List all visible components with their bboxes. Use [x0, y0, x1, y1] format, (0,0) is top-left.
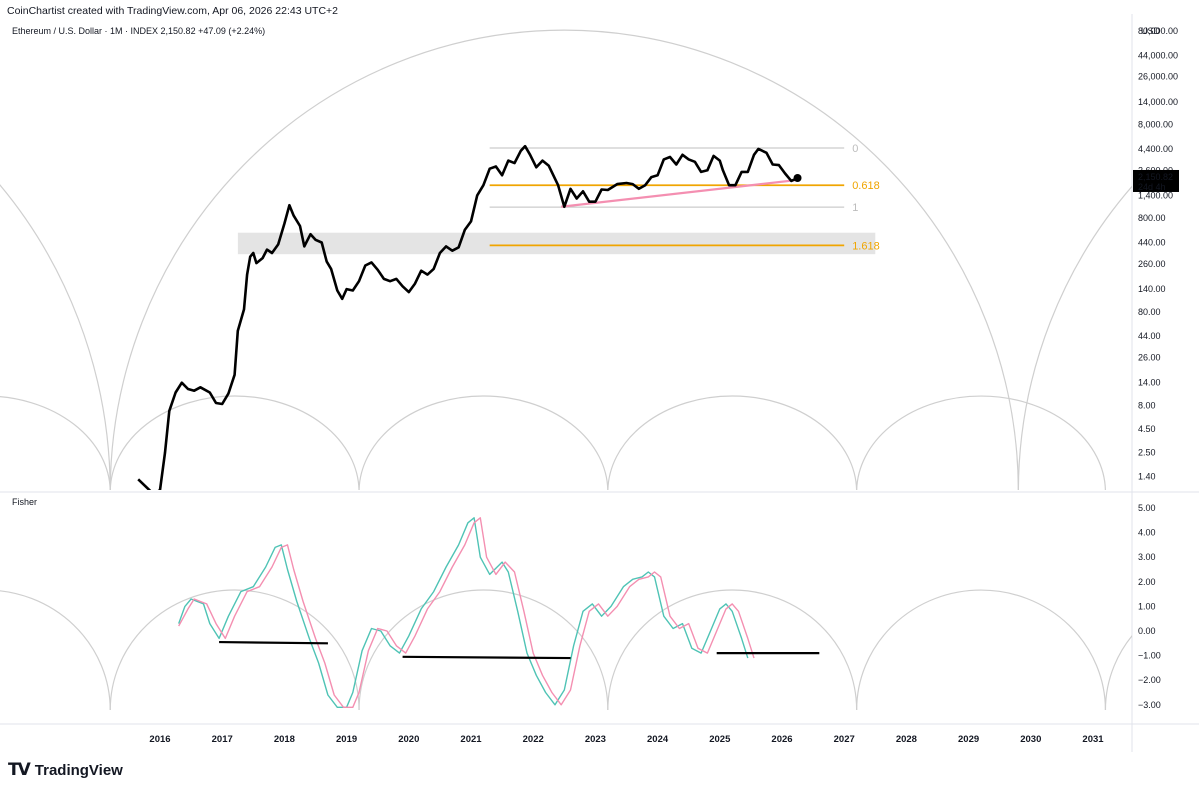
last-price-value: 2,150.82 — [1138, 172, 1173, 182]
price-axis-tick: 26.00 — [1138, 353, 1161, 363]
rising-trendline — [561, 178, 798, 208]
cycle-arc-large — [0, 184, 111, 490]
fisher-indicator-title[interactable]: Fisher — [12, 497, 38, 507]
time-axis-year: 2018 — [274, 734, 295, 745]
last-price-tag — [1133, 169, 1179, 192]
time-axis-year: 2031 — [1082, 734, 1104, 745]
fib-level-label: 0.618 — [852, 180, 880, 192]
fisher-axis-tick: 2.00 — [1138, 577, 1156, 587]
time-axis-year: 2029 — [958, 734, 979, 745]
fib-level-label: 1 — [852, 202, 858, 214]
time-axis-year: 2025 — [709, 734, 731, 745]
price-axis-tick: 4.50 — [1138, 424, 1156, 434]
time-axis-year: 2024 — [647, 734, 669, 745]
cycle-arc-small — [856, 395, 1106, 490]
price-axis-tick: 440.00 — [1138, 238, 1166, 248]
last-price-dot — [793, 174, 802, 183]
price-axis-tick: 80,000.00 — [1138, 26, 1178, 36]
price-axis-tick: 44,000.00 — [1138, 50, 1178, 60]
cycle-arc-large — [109, 29, 1019, 490]
time-axis-year: 2023 — [585, 734, 606, 745]
price-axis-tick: 14.00 — [1138, 378, 1161, 388]
time-axis-year: 2027 — [834, 734, 855, 745]
time-axis-year: 2021 — [460, 734, 482, 745]
price-line-ethusd — [137, 144, 799, 490]
symbol-legend[interactable]: Ethereum / U.S. Dollar · 1M · INDEX 2,15… — [12, 26, 266, 36]
price-axis-tick: 14,000.00 — [1138, 97, 1178, 107]
price-axis-tick: 8.00 — [1138, 400, 1156, 410]
price-axis-tick: 26,000.00 — [1138, 72, 1178, 82]
price-axis-tick: 1,400.00 — [1138, 190, 1173, 200]
price-axis-tick: 1.40 — [1138, 471, 1156, 481]
fisher-cycle-arc — [607, 589, 858, 711]
price-axis-tick: 4,400.00 — [1138, 144, 1173, 154]
fisher-axis-tick: −2.00 — [1138, 675, 1161, 685]
price-axis-tick: 260.00 — [1138, 259, 1166, 269]
price-axis-tick: 2.50 — [1138, 448, 1156, 458]
fisher-axis-tick: −3.00 — [1138, 700, 1161, 710]
fisher-cycle-arc — [358, 589, 609, 711]
fisher-trigger-line — [178, 517, 755, 708]
time-axis-year: 2019 — [336, 734, 357, 745]
tradingview-logo-icon: TV — [8, 760, 31, 780]
price-axis-tick: 140.00 — [1138, 284, 1166, 294]
cycle-arc-large — [1017, 185, 1132, 490]
price-axis-tick: 800.00 — [1138, 213, 1166, 223]
fisher-support-line — [402, 655, 571, 660]
fisher-cycle-arc — [0, 590, 111, 711]
bar-countdown: 24d 4h — [1138, 182, 1166, 192]
currency-label: USD — [1141, 26, 1161, 36]
tradingview-logo-text: TradingView — [34, 761, 123, 779]
fisher-axis-tick: 4.00 — [1138, 528, 1156, 538]
time-axis-year: 2030 — [1020, 734, 1041, 745]
time-axis-year: 2026 — [771, 734, 792, 745]
time-axis-year: 2016 — [149, 734, 170, 745]
fisher-axis-tick: 1.00 — [1138, 601, 1156, 611]
fisher-axis-tick: 3.00 — [1138, 552, 1156, 562]
time-axis-year: 2028 — [896, 734, 917, 745]
time-axis-year: 2022 — [523, 734, 544, 745]
price-axis-tick: 8,000.00 — [1138, 120, 1173, 130]
time-axis-year: 2020 — [398, 734, 419, 745]
cycle-arc-small — [358, 395, 609, 490]
support-zone-box — [237, 232, 876, 255]
fisher-axis-tick: 0.00 — [1138, 626, 1156, 636]
tradingview-logo[interactable]: TV TradingView — [8, 760, 123, 780]
fisher-axis-tick: −1.00 — [1138, 651, 1161, 661]
cycle-arc-small — [607, 395, 858, 490]
fisher-cycle-arc — [1104, 635, 1132, 711]
fib-level-label: 0 — [852, 143, 858, 155]
cycle-arc-small — [0, 396, 111, 490]
chart-credit: CoinChartist created with TradingView.co… — [7, 5, 339, 17]
fib-level-label: 1.618 — [852, 240, 880, 252]
price-axis-tick: 44.00 — [1138, 331, 1161, 341]
price-axis-tick: 80.00 — [1138, 307, 1161, 317]
fisher-cycle-arc — [856, 589, 1107, 711]
fisher-axis-tick: 5.00 — [1138, 503, 1156, 513]
fisher-line — [178, 517, 749, 708]
fisher-cycle-arc — [109, 589, 360, 711]
fisher-support-line — [219, 640, 328, 645]
time-axis-year: 2017 — [212, 734, 233, 745]
cycle-arc-small — [109, 395, 360, 490]
